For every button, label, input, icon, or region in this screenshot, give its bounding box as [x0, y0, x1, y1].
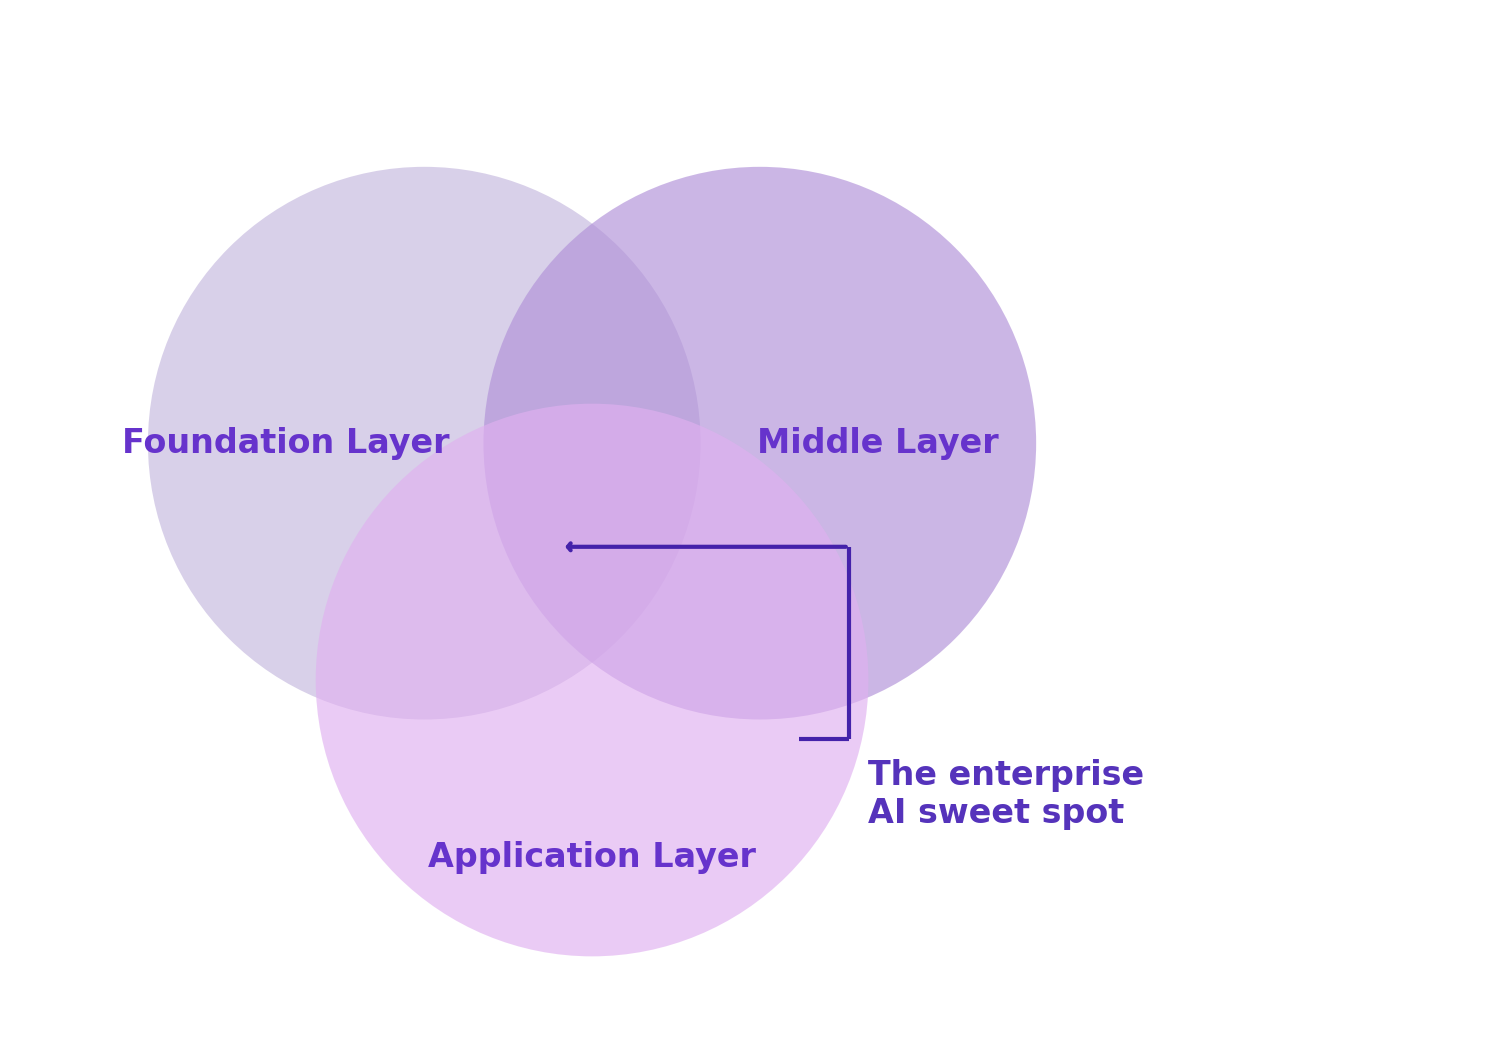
Text: The enterprise
AI sweet spot: The enterprise AI sweet spot [868, 759, 1144, 830]
Text: Middle Layer: Middle Layer [758, 427, 1000, 460]
Circle shape [483, 167, 1035, 719]
Text: Foundation Layer: Foundation Layer [122, 427, 451, 460]
Circle shape [148, 167, 701, 719]
Text: Application Layer: Application Layer [428, 841, 756, 874]
Circle shape [316, 404, 868, 957]
